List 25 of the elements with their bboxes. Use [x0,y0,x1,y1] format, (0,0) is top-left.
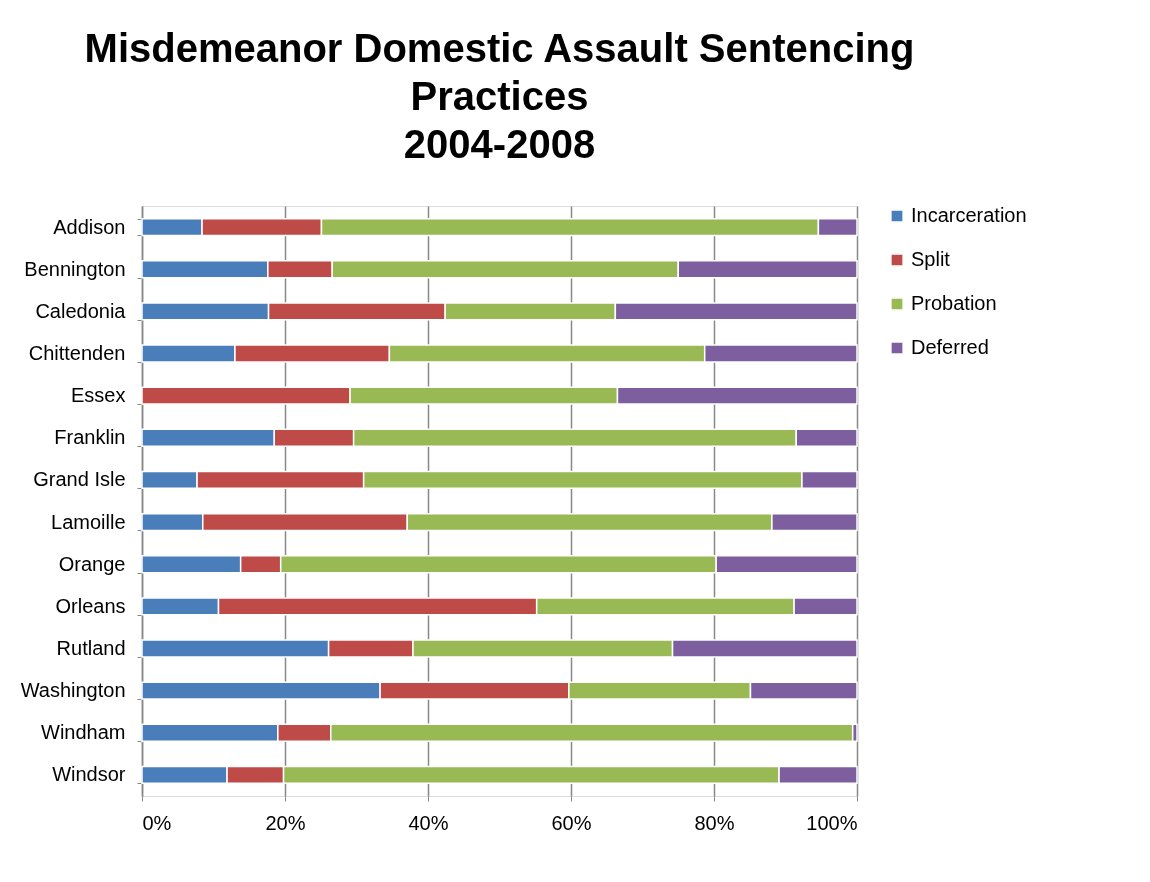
y-tick-label: Orleans [55,594,126,617]
y-tick-label: Bennington [24,257,126,280]
legend-label: Deferred [911,336,989,358]
y-tick-label: Franklin [54,426,126,449]
x-tick-label: 20% [265,811,306,834]
x-tick-label: 60% [551,811,592,834]
legend-label: Incarceration [911,204,1027,226]
x-tick-label: 0% [142,811,172,834]
y-tick-label: Grand Isle [33,468,126,491]
y-tick-label: Caledonia [35,299,127,322]
y-tick-label: Rutland [56,637,126,659]
y-tick-label: Orange [58,552,126,575]
y-tick-label: Lamoille [51,510,126,533]
x-tick-label: 100% [806,811,858,834]
y-tick-label: Essex [71,384,126,407]
y-tick-label: Windham [41,721,126,744]
legend-label: Split [911,248,951,270]
y-tick-label: Addison [53,215,126,238]
y-tick-label: Washington [20,679,126,702]
x-tick-label: 40% [408,811,449,834]
chart-title: Misdemeanor Domestic Assault Sentencing Practices 2004-2008 [84,26,915,166]
y-tick-label: Windsor [52,763,126,786]
legend-label: Probation [911,292,997,314]
x-tick-label: 80% [694,811,735,834]
y-tick-label: Chittenden [28,342,126,364]
